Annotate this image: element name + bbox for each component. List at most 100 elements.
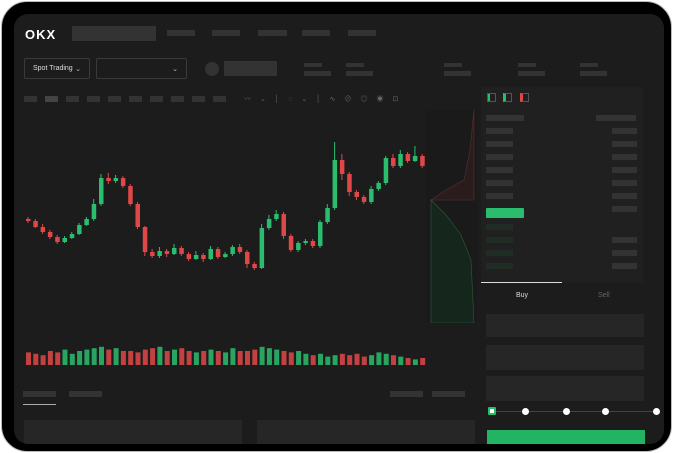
nav-item[interactable]	[167, 30, 195, 36]
timeframe-button[interactable]	[129, 96, 142, 102]
volume-bar	[288, 352, 294, 365]
stat-label	[304, 63, 322, 67]
volume-bar	[383, 353, 389, 365]
chevron-down-icon: ⌄	[172, 65, 178, 73]
volume-bar	[252, 349, 258, 365]
both-sides-icon[interactable]	[487, 93, 496, 102]
candle-body	[208, 249, 213, 259]
ask-amount	[612, 206, 637, 212]
nav-item[interactable]	[348, 30, 376, 36]
volume-bar	[274, 349, 280, 365]
volume-bar	[303, 353, 309, 365]
candle-body	[266, 219, 272, 228]
candle-body	[237, 247, 243, 252]
volume-bar	[332, 355, 338, 365]
candle-body	[376, 183, 381, 189]
amount-slider[interactable]	[490, 411, 660, 412]
candle-body	[215, 249, 221, 257]
volume-bar	[325, 356, 331, 365]
volume-bar	[339, 353, 345, 365]
candlestick-chart[interactable]	[14, 110, 426, 370]
candle-body	[77, 225, 82, 234]
timeframe-button[interactable]	[45, 96, 58, 102]
volume-bar	[77, 351, 83, 365]
action-button[interactable]	[432, 391, 465, 397]
volume-bar	[40, 355, 46, 365]
tab-orders[interactable]	[23, 391, 56, 397]
timeframe-button[interactable]	[108, 96, 121, 102]
ask-amount	[612, 167, 637, 173]
stat-label	[346, 63, 364, 67]
nav-item[interactable]	[302, 30, 330, 36]
timeframe-button[interactable]	[150, 96, 163, 102]
candle-body	[55, 237, 60, 242]
slider-step-25[interactable]	[522, 408, 529, 415]
timeframe-button[interactable]	[66, 96, 79, 102]
volume-bar	[193, 352, 199, 365]
volume-bar	[172, 349, 177, 365]
candle-body	[128, 186, 133, 204]
market-select[interactable]: Spot Trading ⌄	[24, 58, 90, 79]
chart-tools[interactable]: 〰⌄│◌⌄│∿⊘◎◉⊡	[244, 96, 408, 103]
volume-bar	[420, 358, 426, 365]
candle-body	[310, 241, 316, 246]
candle-body	[296, 243, 301, 250]
buy-button[interactable]	[487, 430, 645, 444]
slider-step-100[interactable]	[653, 408, 660, 415]
okx-logo: OKX	[25, 27, 57, 42]
nav-item[interactable]	[212, 30, 240, 36]
volume-bar	[47, 351, 53, 365]
volume-bar	[157, 346, 163, 365]
ask-price	[486, 128, 513, 134]
timeframe-button[interactable]	[87, 96, 100, 102]
volume-bar	[135, 352, 141, 365]
asks-depth	[430, 109, 475, 201]
nav-item[interactable]	[258, 30, 287, 36]
candle-body	[33, 221, 38, 227]
timeframe-button[interactable]	[192, 96, 205, 102]
slider-step-75[interactable]	[602, 408, 609, 415]
volume-bar	[347, 355, 353, 365]
volume-bar	[208, 349, 214, 365]
amount-input[interactable]	[486, 345, 644, 370]
bids-only-icon[interactable]	[503, 93, 512, 102]
action-button[interactable]	[390, 391, 423, 397]
total-input[interactable]	[486, 376, 644, 401]
volume-bar	[84, 349, 90, 365]
ask-amount	[612, 141, 637, 147]
timeframe-button[interactable]	[213, 96, 226, 102]
candle-body	[172, 248, 177, 254]
bids-depth	[430, 199, 475, 324]
buy-tab-underline	[481, 282, 562, 283]
volume-bar	[310, 355, 316, 365]
volume-bar	[281, 351, 287, 365]
last-price	[486, 208, 524, 218]
search-bar[interactable]	[72, 26, 156, 41]
price-input[interactable]	[486, 314, 644, 337]
candle-body	[339, 160, 345, 174]
tab-sell[interactable]: Sell	[598, 292, 610, 299]
bid-amount	[612, 250, 637, 256]
tab-history[interactable]	[69, 391, 102, 397]
pair-select[interactable]: ⌄	[96, 58, 187, 79]
slider-step-50[interactable]	[563, 408, 570, 415]
volume-bar	[33, 353, 39, 365]
slider-handle[interactable]	[488, 407, 496, 415]
stat-value	[518, 71, 545, 76]
volume-bar	[296, 351, 302, 365]
candle-body	[347, 174, 352, 192]
timeframe-button[interactable]	[171, 96, 184, 102]
timeframe-button[interactable]	[24, 96, 37, 102]
candle-body	[325, 208, 330, 222]
candle-body	[26, 219, 31, 221]
candle-body	[274, 214, 279, 219]
bid-price	[486, 250, 513, 256]
asks-only-icon[interactable]	[520, 93, 529, 102]
candle-body	[157, 251, 162, 256]
candle-body	[120, 178, 126, 186]
stat-value	[580, 71, 607, 76]
tab-buy[interactable]: Buy	[516, 292, 529, 299]
volume-bar	[369, 355, 375, 365]
candle-body	[391, 158, 396, 166]
bid-price	[486, 237, 513, 243]
